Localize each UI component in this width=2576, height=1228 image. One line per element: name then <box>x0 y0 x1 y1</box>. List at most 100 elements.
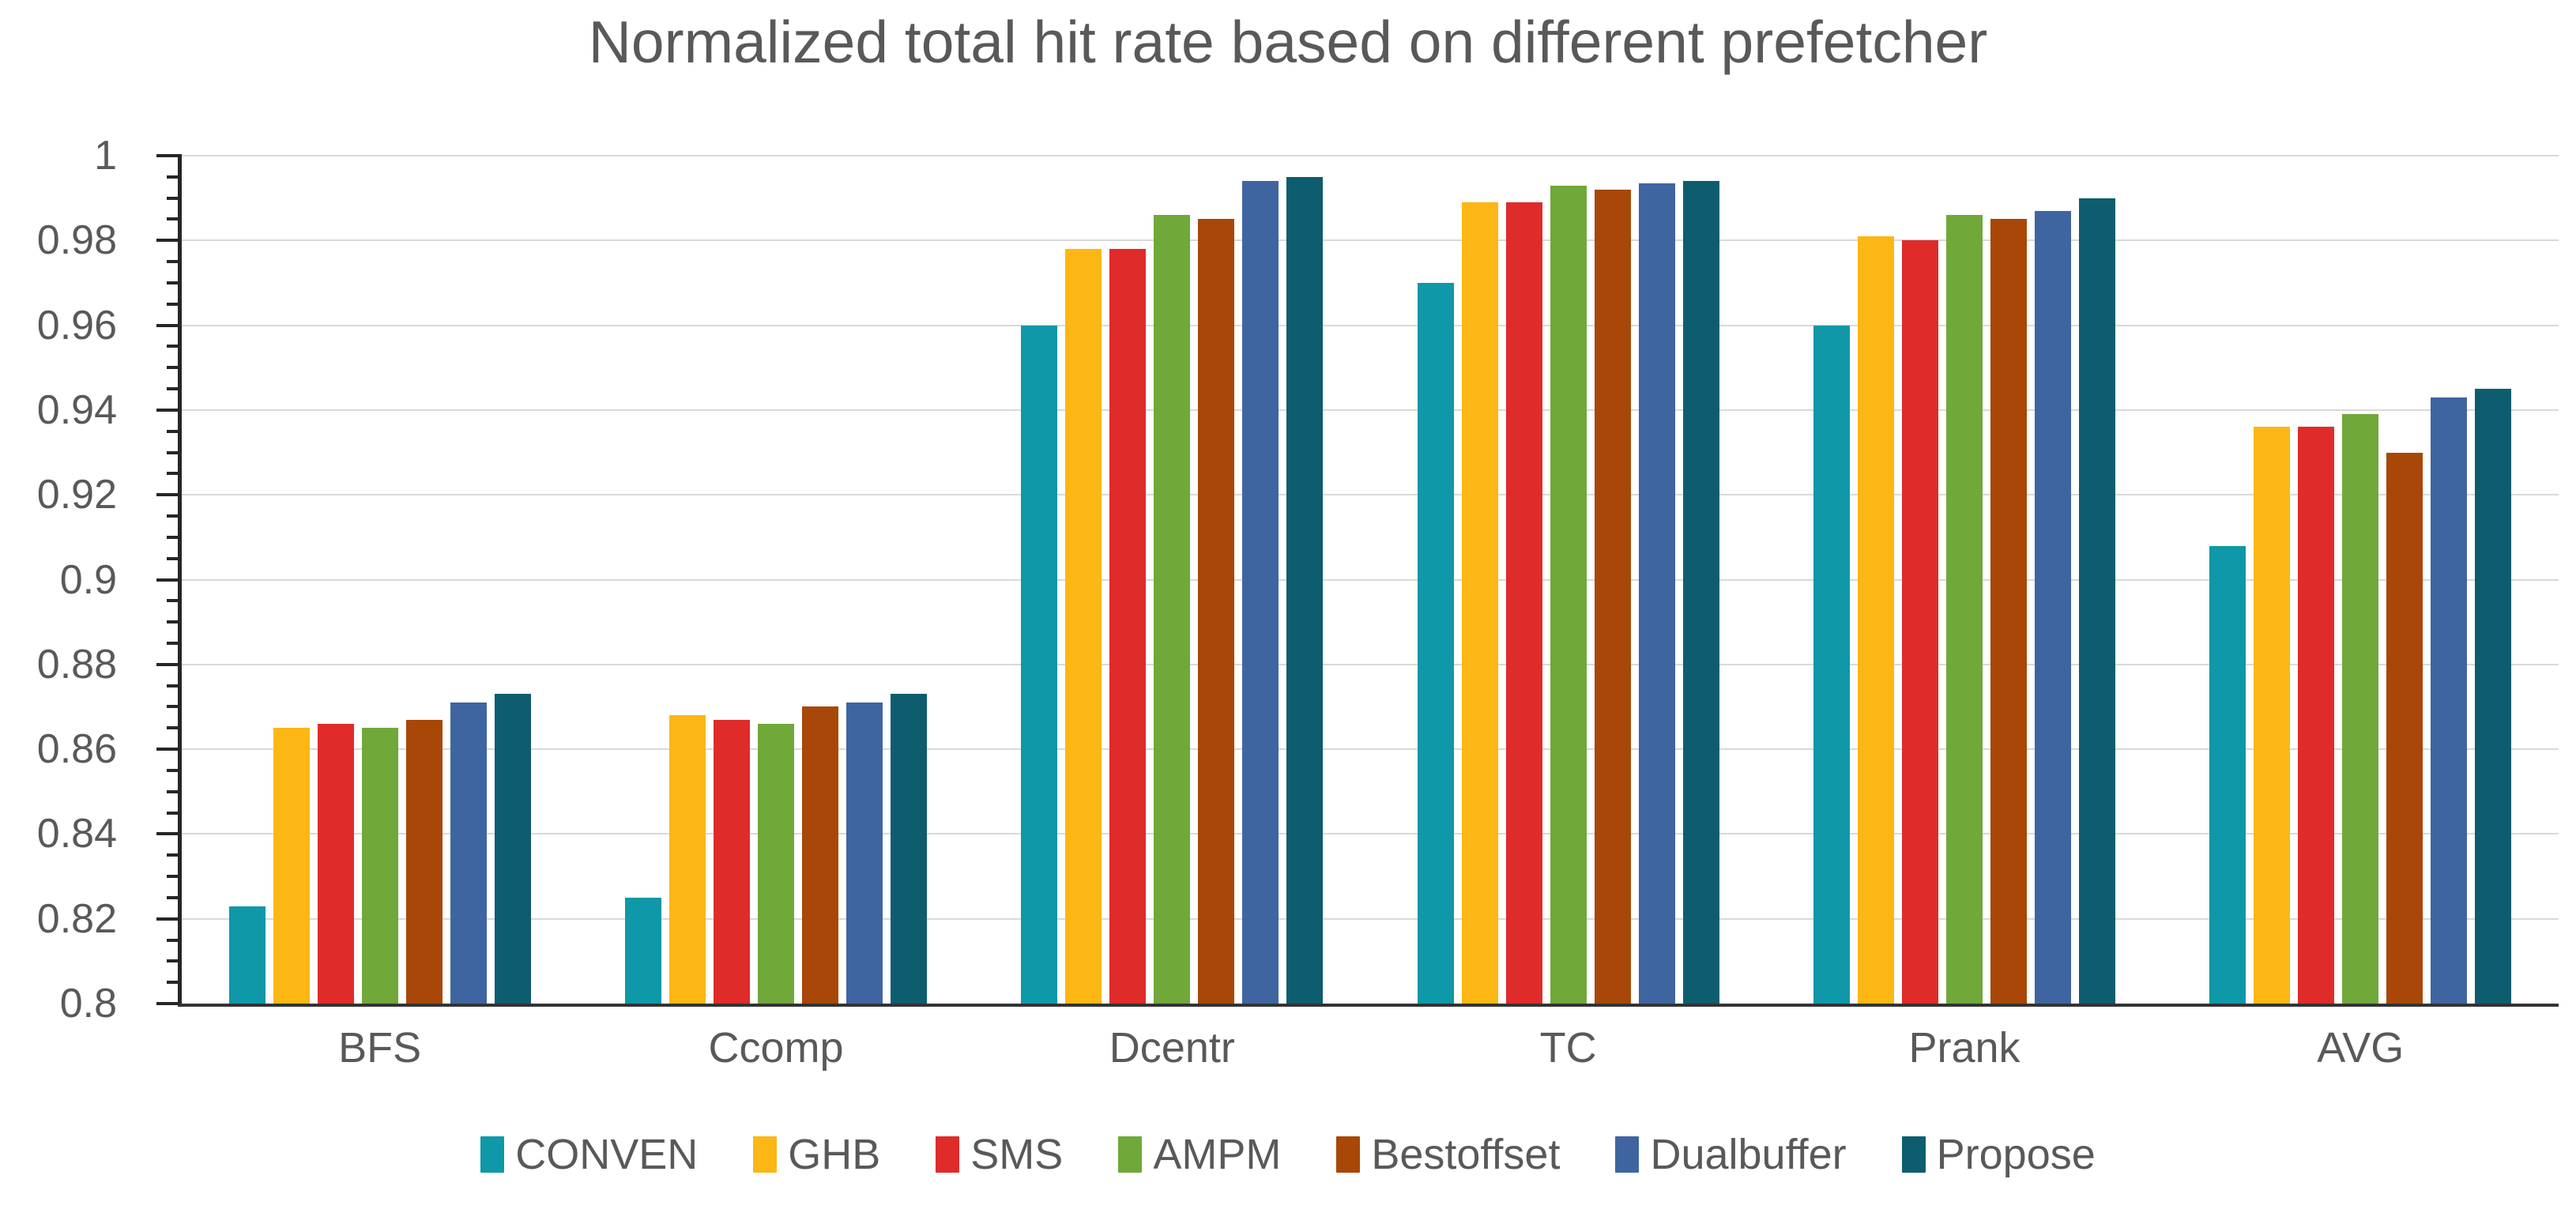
y-major-tick <box>156 748 178 751</box>
legend-item-propose: Propose <box>1901 1130 2096 1179</box>
y-minor-tick <box>167 535 178 539</box>
y-major-tick <box>156 832 178 836</box>
legend-swatch-bestoffset <box>1336 1136 1361 1173</box>
bar-sms-bfs <box>317 723 354 1004</box>
y-major-tick <box>156 323 178 327</box>
y-tick-label: 0.88 <box>36 641 117 687</box>
bar-sms-dcentr <box>1109 249 1147 1004</box>
y-minor-tick <box>167 789 178 793</box>
bar-sms-prank <box>1901 240 1938 1004</box>
y-minor-tick <box>167 260 178 264</box>
y-major-tick <box>156 917 178 921</box>
y-minor-tick <box>167 429 178 433</box>
y-minor-tick <box>167 302 178 306</box>
bar-ampm-dcentr <box>1154 215 1191 1004</box>
bar-ampm-prank <box>1945 215 1983 1004</box>
y-minor-tick <box>167 514 178 518</box>
bar-bestoffset-prank <box>1990 219 2027 1004</box>
y-major-tick <box>156 154 178 157</box>
y-minor-tick <box>167 726 178 730</box>
y-minor-tick <box>167 853 178 857</box>
bar-ghb-dcentr <box>1065 249 1102 1004</box>
gridline <box>182 917 2559 920</box>
legend-label-bestoffset: Bestoffset <box>1371 1131 1561 1178</box>
y-minor-tick <box>167 472 178 476</box>
y-minor-tick <box>167 620 178 624</box>
bar-ampm-tc <box>1550 185 1587 1004</box>
legend-item-conven: CONVEN <box>480 1130 698 1179</box>
bar-bestoffset-ccomp <box>801 706 838 1004</box>
bar-ghb-avg <box>2254 427 2291 1004</box>
bar-conven-dcentr <box>1021 325 1058 1004</box>
y-minor-tick <box>167 450 178 454</box>
legend: CONVEN GHB SMS AMPM Bestoffset Dualbuffer Prop… <box>0 1130 2576 1179</box>
legend-swatch-ampm <box>1118 1136 1143 1173</box>
bar-group-prank <box>1766 156 2162 1004</box>
x-category-label-ccomp: Ccomp <box>708 1024 844 1072</box>
y-minor-tick <box>167 641 178 645</box>
y-minor-tick <box>167 938 178 942</box>
y-minor-tick <box>167 366 178 370</box>
y-minor-tick <box>167 981 178 985</box>
legend-item-dualbuffer: Dualbuffer <box>1615 1130 1847 1179</box>
bar-ampm-bfs <box>361 728 398 1004</box>
gridline <box>182 324 2559 326</box>
chart-title: Normalized total hit rate based on diffe… <box>588 9 1988 75</box>
bar-propose-avg <box>2475 389 2512 1004</box>
y-tick-label: 0.9 <box>59 556 117 603</box>
bar-propose-dcentr <box>1286 176 1324 1004</box>
y-major-tick <box>156 662 178 666</box>
bar-propose-ccomp <box>890 694 927 1004</box>
bar-dualbuffer-dcentr <box>1242 181 1279 1004</box>
bar-ghb-ccomp <box>668 715 706 1004</box>
y-major-tick <box>156 239 178 243</box>
y-minor-tick <box>167 811 178 815</box>
y-major-tick <box>156 578 178 582</box>
y-minor-tick <box>167 387 178 391</box>
y-minor-tick <box>167 217 178 221</box>
y-tick-label: 0.92 <box>36 472 117 518</box>
plot-area: 1 0.98 0.96 0.94 0.92 0.9 0.88 0.86 0.84 0.82 0.8 <box>37 133 2559 1026</box>
y-minor-tick <box>167 768 178 772</box>
bar-dualbuffer-ccomp <box>845 703 883 1004</box>
y-minor-tick <box>167 599 178 603</box>
gridline <box>182 409 2559 411</box>
legend-swatch-conven <box>480 1136 505 1173</box>
y-tick-label: 0.96 <box>36 302 117 348</box>
y-minor-tick <box>167 895 178 899</box>
bar-conven-bfs <box>228 906 266 1004</box>
bar-dualbuffer-tc <box>1638 183 1675 1004</box>
legend-item-ghb: GHB <box>753 1130 880 1179</box>
bar-sms-avg <box>2298 427 2335 1004</box>
legend-item-bestoffset: Bestoffset <box>1336 1130 1560 1179</box>
legend-label-ampm: AMPM <box>1153 1131 1282 1178</box>
bar-bestoffset-bfs <box>405 719 443 1004</box>
x-axis-labels: BFS Ccomp Dcentr TC Prank AVG <box>182 1023 2559 1072</box>
legend-swatch-dualbuffer <box>1615 1136 1640 1173</box>
bars-layer <box>182 156 2559 1004</box>
legend-label-ghb: GHB <box>788 1131 881 1178</box>
bar-group-ccomp <box>578 156 974 1004</box>
bar-propose-bfs <box>494 694 531 1004</box>
y-tick-label: 0.84 <box>36 811 117 857</box>
y-minor-tick <box>167 345 178 348</box>
bar-bestoffset-dcentr <box>1198 219 1235 1004</box>
bar-conven-avg <box>2209 545 2246 1004</box>
bar-dualbuffer-prank <box>2034 210 2071 1004</box>
x-category-label-tc: TC <box>1539 1024 1597 1072</box>
bar-group-avg <box>2163 156 2559 1004</box>
y-axis-line <box>156 154 182 1007</box>
y-minor-tick <box>167 281 178 284</box>
legend-label-sms: SMS <box>970 1131 1064 1178</box>
y-tick-label: 0.82 <box>36 895 117 942</box>
bar-bestoffset-avg <box>2386 452 2423 1004</box>
gridline <box>182 494 2559 496</box>
legend-swatch-ghb <box>753 1136 778 1173</box>
y-axis-ticks <box>156 154 182 1005</box>
y-tick-label: 0.86 <box>36 726 117 773</box>
legend-swatch-sms <box>936 1136 960 1173</box>
gridline <box>182 663 2559 665</box>
x-category-label-prank: Prank <box>1908 1024 2021 1072</box>
y-minor-tick <box>167 196 178 200</box>
gridline <box>182 833 2559 835</box>
